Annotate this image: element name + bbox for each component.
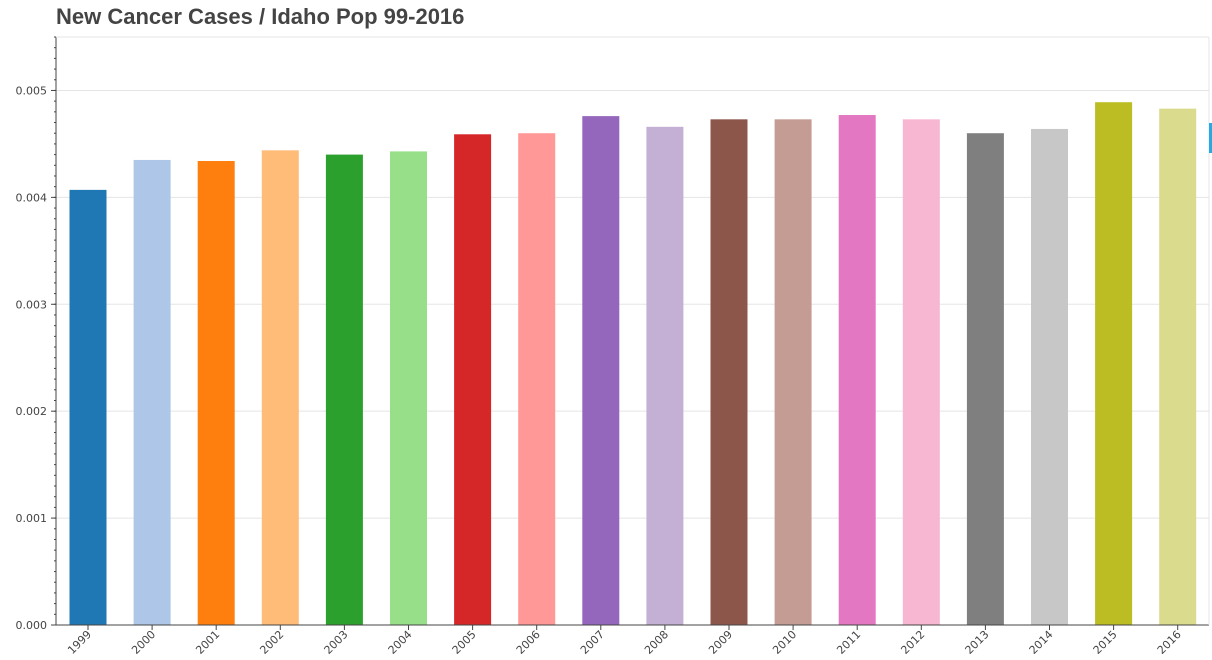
x-tick-label: 2005 — [450, 628, 479, 657]
bar-2012 — [902, 119, 940, 625]
y-tick-label: 0.003 — [16, 298, 48, 311]
bar-2009 — [710, 119, 748, 625]
x-tick-label: 1999 — [65, 628, 94, 657]
bar-1999 — [69, 189, 107, 625]
y-tick-label: 0.002 — [16, 405, 48, 418]
y-tick-label: 0.004 — [16, 191, 48, 204]
y-axis-ticks: 0.000 0.001 0.002 0.003 0.004 0.005 — [16, 36, 56, 632]
y-tick-label: 0.001 — [16, 512, 48, 525]
bar-2006 — [518, 133, 556, 625]
bar-2014 — [1031, 128, 1068, 625]
bar-2013 — [966, 133, 1004, 625]
y-tick-label: 0.000 — [16, 619, 48, 632]
y-tick-label: 0.005 — [16, 84, 48, 97]
grid-lines — [56, 89, 1209, 519]
x-tick-label: 2003 — [322, 628, 351, 657]
chart-title: New Cancer Cases / Idaho Pop 99-2016 — [56, 4, 465, 29]
x-tick-label: 2016 — [1155, 628, 1184, 657]
x-tick-label: 2001 — [193, 628, 222, 657]
bar-series — [69, 102, 1197, 626]
bar-2004 — [390, 151, 427, 625]
x-tick-label: 2007 — [578, 628, 607, 657]
x-tick-label: 2014 — [1027, 628, 1056, 657]
bar-2003 — [325, 154, 363, 625]
toolbar-edge-marker[interactable] — [1209, 123, 1212, 153]
bar-2007 — [582, 116, 620, 625]
bar-2016 — [1159, 108, 1197, 625]
x-tick-label: 2006 — [514, 628, 543, 657]
bar-2010 — [774, 119, 812, 625]
x-tick-label: 2013 — [963, 628, 992, 657]
x-tick-label: 2012 — [898, 628, 927, 657]
x-tick-label: 2008 — [642, 628, 671, 657]
x-tick-label: 2009 — [706, 628, 735, 657]
bar-2002 — [261, 150, 299, 625]
bar-2001 — [197, 161, 235, 626]
x-tick-label: 2004 — [386, 628, 415, 657]
bar-2000 — [133, 159, 171, 626]
x-tick-label: 2015 — [1091, 628, 1120, 657]
x-tick-label: 2011 — [834, 628, 863, 657]
bar-2008 — [646, 126, 684, 625]
x-tick-label: 2000 — [129, 628, 158, 657]
x-tick-label: 2002 — [257, 628, 286, 657]
bar-2015 — [1095, 102, 1133, 626]
x-tick-label: 2010 — [770, 628, 799, 657]
bar-2005 — [454, 134, 492, 625]
bar-2011 — [838, 115, 876, 625]
x-axis-ticks: 1999 2000 2001 2002 2003 2004 2005 2006 2007 2008… — [65, 625, 1184, 657]
